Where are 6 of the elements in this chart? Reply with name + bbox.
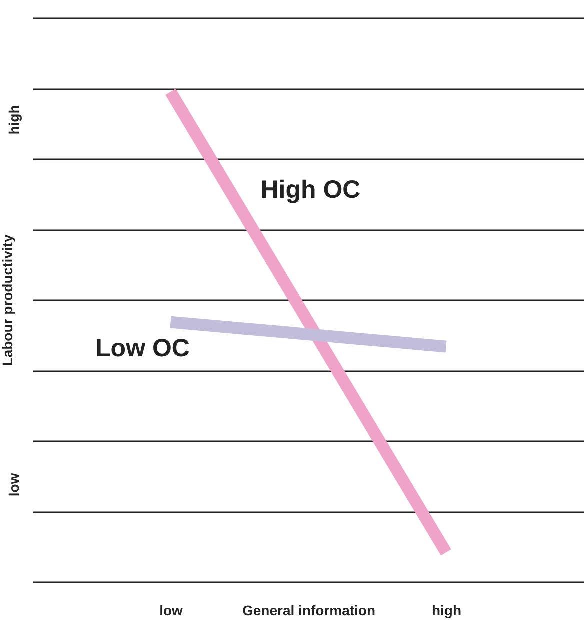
- x-axis-title: General information: [242, 602, 376, 618]
- series-label: High OC: [260, 176, 361, 204]
- series-label: Low OC: [96, 334, 190, 362]
- text: low: [6, 473, 22, 497]
- text: high: [6, 105, 22, 135]
- y-axis-title: Labour productivity: [0, 234, 16, 366]
